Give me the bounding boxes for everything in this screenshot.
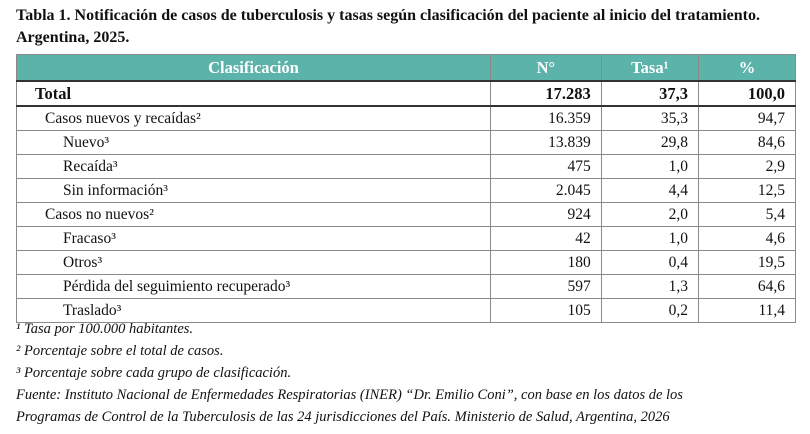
label-cell: Recaída³ — [16, 154, 491, 179]
label-cell: Fracaso³ — [16, 226, 491, 251]
label-cell: Casos no nuevos² — [16, 202, 491, 227]
value-cell: 180 — [489, 250, 602, 275]
table-title: Tabla 1. Notificación de casos de tuberc… — [16, 7, 760, 46]
data-table: Clasificación N° Tasa¹% Total 17.283 37,3 100… — [16, 54, 796, 323]
value-cell: 2.045 — [489, 178, 602, 203]
footnote: ³ Porcentaje sobre cada grupo de clasifi… — [16, 365, 292, 381]
source-line: Programas de Control de la Tuberculosis … — [16, 409, 670, 425]
value-cell: 475 — [489, 154, 602, 179]
table-row: Casos nuevos y recaídas² 16.359 35,3 94,7 — [16, 105, 796, 131]
header-cell: % — [698, 54, 796, 82]
table-row: Total 17.283 37,3 100,0 — [16, 80, 796, 107]
footnote: ² Porcentaje sobre el total de casos. — [16, 343, 224, 359]
label-cell: Pérdida del seguimiento recuperado³ — [16, 274, 491, 299]
footnote: ¹ Tasa por 100.000 habitantes. — [16, 321, 194, 337]
value-cell: 2,9 — [698, 154, 796, 179]
value-cell: 16.359 — [489, 105, 602, 131]
label-cell: Total — [16, 80, 491, 107]
value-cell: 12,5 — [698, 178, 796, 203]
label-cell: Traslado³ — [16, 298, 491, 323]
value-cell: 1,0 — [600, 154, 700, 179]
label-cell: Sin información³ — [16, 178, 491, 203]
label-cell: Nuevo³ — [16, 130, 491, 155]
value-cell: 0,4 — [600, 250, 700, 275]
value-cell: 17.283 — [489, 80, 602, 107]
label-cell: Otros³ — [16, 250, 491, 275]
table-row: Recaída³ 475 1,0 2,9 — [16, 154, 796, 179]
value-cell: 597 — [489, 274, 602, 299]
value-cell: 42 — [489, 226, 602, 251]
table-row: Sin información³ 2.045 4,4 12,5 — [16, 178, 796, 203]
value-cell: 1,0 — [600, 226, 700, 251]
value-cell: 924 — [489, 202, 602, 227]
table-row: Otros³ 180 0,4 19,5 — [16, 250, 796, 275]
source-line: Fuente: Instituto Nacional de Enfermedad… — [16, 387, 683, 403]
value-cell: 5,4 — [698, 202, 796, 227]
value-cell: 64,6 — [698, 274, 796, 299]
value-cell: 1,3 — [600, 274, 700, 299]
table-row: Fracaso³ 42 1,0 4,6 — [16, 226, 796, 251]
header-cell: N° — [489, 54, 602, 82]
value-cell: 105 — [489, 298, 602, 323]
table-row: Casos no nuevos² 924 2,0 5,4 — [16, 202, 796, 227]
notes: ¹ Tasa por 100.000 habitantes. ² Porcenta… — [16, 318, 806, 428]
value-cell: 4,6 — [698, 226, 796, 251]
value-cell: 37,3 — [600, 80, 700, 107]
value-cell: 11,4 — [698, 298, 796, 323]
table-body: Total 17.283 37,3 100,0 Casos nuevos y recaí… — [16, 80, 796, 323]
table-row: Nuevo³ 13.839 29,8 84,6 — [16, 130, 796, 155]
value-cell: 29,8 — [600, 130, 700, 155]
value-cell: 94,7 — [698, 105, 796, 131]
value-cell: 19,5 — [698, 250, 796, 275]
header-row: Clasificación N° Tasa¹% — [16, 54, 796, 82]
table-row: Pérdida del seguimiento recuperado³ 597 1,… — [16, 274, 796, 299]
value-cell: 4,4 — [600, 178, 700, 203]
value-cell: 0,2 — [600, 298, 700, 323]
value-cell: 2,0 — [600, 202, 700, 227]
value-cell: 13.839 — [489, 130, 602, 155]
value-cell: 100,0 — [698, 80, 796, 107]
header-cell: Clasificación — [16, 54, 491, 82]
value-cell: 84,6 — [698, 130, 796, 155]
label-cell: Casos nuevos y recaídas² — [16, 105, 491, 131]
value-cell: 35,3 — [600, 105, 700, 131]
header-cell: Tasa¹ — [600, 54, 700, 82]
table-row: Traslado³ 105 0,2 11,4 — [16, 298, 796, 323]
